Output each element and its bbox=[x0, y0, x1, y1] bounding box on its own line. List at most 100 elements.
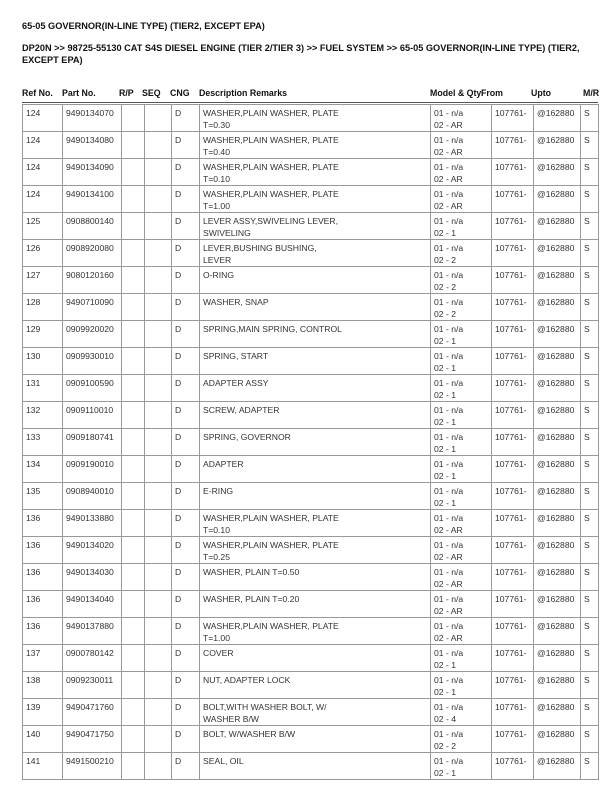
part-no-cell-text: 9490471750 bbox=[66, 729, 114, 739]
ref-cell-text: 138 bbox=[26, 675, 41, 685]
rp-cell bbox=[121, 185, 145, 213]
mr-cell-text: S bbox=[584, 243, 590, 253]
model-qty-cell-text: 02 - 2 bbox=[434, 281, 456, 292]
description-cell-text: T=0.40 bbox=[203, 146, 230, 157]
ref-cell-text: 141 bbox=[26, 756, 41, 766]
cng-cell: D bbox=[171, 563, 200, 591]
ref-cell: 136 bbox=[22, 563, 63, 591]
header-part: Part No. bbox=[62, 88, 96, 98]
description-cell-text: SWIVELING bbox=[203, 227, 251, 238]
cng-cell: D bbox=[171, 509, 200, 537]
from-cell: 107761- bbox=[491, 374, 534, 402]
description-cell: SPRING,MAIN SPRING, CONTROL bbox=[199, 320, 431, 348]
model-qty-cell-text: 02 - 1 bbox=[434, 335, 456, 346]
table-row: 139 9490471760 D BOLT,WITH WASHER BOLT, W/W… bbox=[22, 698, 599, 726]
upto-cell: @162880 bbox=[533, 131, 581, 159]
cng-cell-text: D bbox=[175, 297, 182, 307]
model-qty-cell-text: 01 - n/a bbox=[434, 648, 464, 658]
seq-cell bbox=[144, 590, 172, 618]
from-cell-text: 107761- bbox=[495, 270, 527, 280]
ref-cell-text: 124 bbox=[26, 189, 41, 199]
upto-cell-text: @162880 bbox=[537, 675, 575, 685]
rp-cell bbox=[121, 293, 145, 321]
model-qty-cell-text: 02 - AR bbox=[434, 632, 463, 643]
part-no-cell: 9490137880 bbox=[62, 617, 122, 645]
rp-cell bbox=[121, 320, 145, 348]
part-no-cell: 0900780142 bbox=[62, 644, 122, 672]
upto-cell: @162880 bbox=[533, 725, 581, 753]
model-qty-cell-text: 01 - n/a bbox=[434, 405, 464, 415]
description-cell-text: T=1.00 bbox=[203, 632, 230, 643]
from-cell-text: 107761- bbox=[495, 432, 527, 442]
mr-cell: S bbox=[580, 725, 599, 753]
mr-cell-text: S bbox=[584, 108, 590, 118]
table-row: 133 0909180741 D SPRING, GOVERNOR 01 - n/a 02… bbox=[22, 428, 599, 456]
part-no-cell: 9490471760 bbox=[62, 698, 122, 726]
mr-cell-text: S bbox=[584, 648, 590, 658]
ref-cell-text: 128 bbox=[26, 297, 41, 307]
part-no-cell: 0908940010 bbox=[62, 482, 122, 510]
from-cell-text: 107761- bbox=[495, 648, 527, 658]
cng-cell: D bbox=[171, 482, 200, 510]
table-header: Ref No. Part No. R/P SEQ CNG Description… bbox=[22, 88, 599, 103]
rp-cell bbox=[121, 725, 145, 753]
ref-cell-text: 133 bbox=[26, 432, 41, 442]
part-no-cell: 9490134020 bbox=[62, 536, 122, 564]
ref-cell: 136 bbox=[22, 617, 63, 645]
model-qty-cell-text: 01 - n/a bbox=[434, 108, 464, 118]
from-cell-text: 107761- bbox=[495, 216, 527, 226]
from-cell-text: 107761- bbox=[495, 459, 527, 469]
upto-cell-text: @162880 bbox=[537, 648, 575, 658]
header-seq: SEQ bbox=[142, 88, 161, 98]
cng-cell-text: D bbox=[175, 594, 182, 604]
from-cell: 107761- bbox=[491, 185, 534, 213]
upto-cell-text: @162880 bbox=[537, 108, 575, 118]
from-cell-text: 107761- bbox=[495, 243, 527, 253]
model-qty-cell-text: 02 - AR bbox=[434, 524, 463, 535]
mr-cell-text: S bbox=[584, 756, 590, 766]
part-no-cell: 0909100590 bbox=[62, 374, 122, 402]
description-cell: WASHER,PLAIN WASHER, PLATE T=0.25 bbox=[199, 536, 431, 564]
ref-cell: 134 bbox=[22, 455, 63, 483]
upto-cell: @162880 bbox=[533, 617, 581, 645]
table-row: 136 9490133880 D WASHER,PLAIN WASHER, PLATE… bbox=[22, 509, 599, 537]
model-qty-cell-text: 01 - n/a bbox=[434, 135, 464, 145]
description-cell: ADAPTER ASSY bbox=[199, 374, 431, 402]
description-cell: WASHER,PLAIN WASHER, PLATE T=1.00 bbox=[199, 617, 431, 645]
mr-cell: S bbox=[580, 401, 599, 429]
model-qty-cell: 01 - n/a 02 - 1 bbox=[430, 482, 492, 510]
ref-cell-text: 136 bbox=[26, 513, 41, 523]
table-row: 126 0908920080 D LEVER,BUSHING BUSHING, LEVE… bbox=[22, 239, 599, 267]
cng-cell-text: D bbox=[175, 459, 182, 469]
part-no-cell-text: 0909180741 bbox=[66, 432, 114, 442]
part-no-cell-text: 9491500210 bbox=[66, 756, 114, 766]
upto-cell: @162880 bbox=[533, 293, 581, 321]
mr-cell: S bbox=[580, 563, 599, 591]
seq-cell bbox=[144, 644, 172, 672]
mr-cell: S bbox=[580, 536, 599, 564]
part-no-cell: 9490134080 bbox=[62, 131, 122, 159]
table-row: 124 9490134080 D WASHER,PLAIN WASHER, PLATE… bbox=[22, 131, 599, 159]
ref-cell-text: 125 bbox=[26, 216, 41, 226]
upto-cell-text: @162880 bbox=[537, 189, 575, 199]
from-cell-text: 107761- bbox=[495, 702, 527, 712]
ref-cell: 137 bbox=[22, 644, 63, 672]
model-qty-cell: 01 - n/a 02 - 1 bbox=[430, 320, 492, 348]
description-cell: SEAL, OIL bbox=[199, 752, 431, 780]
from-cell-text: 107761- bbox=[495, 135, 527, 145]
cng-cell: D bbox=[171, 293, 200, 321]
description-cell: O-RING bbox=[199, 266, 431, 294]
rp-cell bbox=[121, 266, 145, 294]
description-cell-text: LEVER,BUSHING BUSHING, bbox=[203, 243, 317, 253]
description-cell-text: LEVER ASSY,SWIVELING LEVER, bbox=[203, 216, 339, 226]
seq-cell bbox=[144, 347, 172, 375]
mr-cell: S bbox=[580, 698, 599, 726]
description-cell-text: WASHER, SNAP bbox=[203, 297, 269, 307]
part-no-cell-text: 0909190010 bbox=[66, 459, 114, 469]
mr-cell: S bbox=[580, 509, 599, 537]
model-qty-cell-text: 02 - AR bbox=[434, 578, 463, 589]
description-cell: LEVER,BUSHING BUSHING, LEVER bbox=[199, 239, 431, 267]
ref-cell: 126 bbox=[22, 239, 63, 267]
from-cell: 107761- bbox=[491, 671, 534, 699]
ref-cell: 133 bbox=[22, 428, 63, 456]
